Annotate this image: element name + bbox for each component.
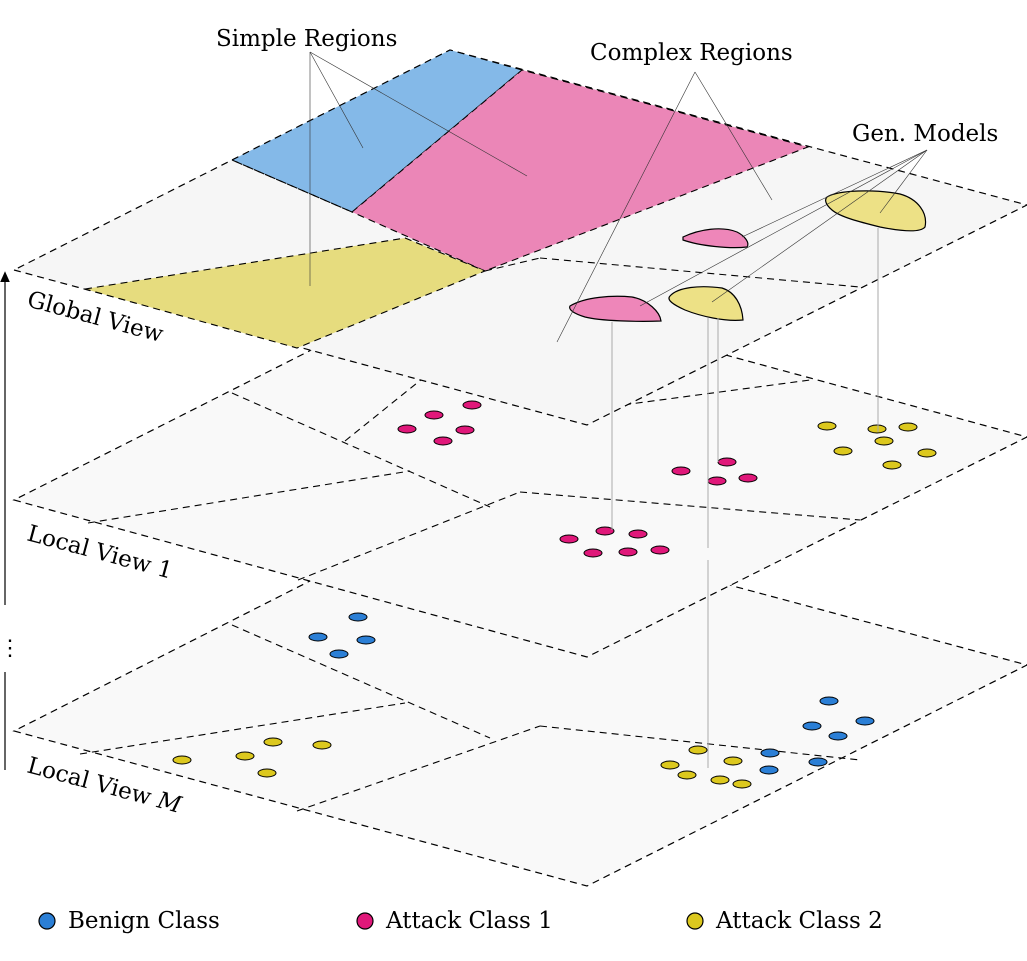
- attack2-point: [263, 737, 283, 747]
- local-view-m-plane: [12, 509, 1027, 887]
- complex-region-pink: [350, 69, 810, 272]
- projection-lines: [611, 228, 879, 768]
- attack2-point: [257, 768, 277, 778]
- global-view-plane: [12, 49, 1027, 426]
- legend-label-benign: Benign Class: [68, 908, 220, 934]
- benign-point: [855, 716, 875, 726]
- simple-regions-label: Simple Regions: [216, 26, 397, 52]
- benign-point: [308, 632, 328, 642]
- attack1-point: [462, 400, 482, 410]
- attack2-point: [874, 436, 894, 446]
- benign-point: [348, 612, 368, 622]
- benign-point: [760, 748, 780, 758]
- attack1-point: [397, 424, 417, 434]
- attack2-point: [235, 751, 255, 761]
- legend: Benign Class Attack Class 1 Attack Class…: [38, 908, 883, 934]
- legend-marker-benign: [38, 912, 56, 930]
- attack2-point: [882, 460, 902, 470]
- complex-regions-label: Complex Regions: [590, 40, 793, 66]
- attack1-point: [717, 457, 737, 467]
- attack1-point: [707, 476, 727, 486]
- attack2-point: [688, 745, 708, 755]
- attack2-point: [312, 740, 332, 750]
- legend-item-benign: Benign Class: [38, 908, 220, 934]
- legend-item-attack2: Attack Class 2: [686, 908, 883, 934]
- attack2-point: [677, 770, 697, 780]
- attack1-point: [583, 548, 603, 558]
- benign-point: [828, 731, 848, 741]
- benign-point: [329, 649, 349, 659]
- attack2-point: [710, 775, 730, 785]
- attack2-point: [817, 421, 837, 431]
- attack1-point: [424, 410, 444, 420]
- attack2-point: [660, 760, 680, 770]
- attack2-point: [732, 779, 752, 789]
- benign-point: [759, 765, 779, 775]
- attack2-point: [898, 422, 918, 432]
- view-ellipsis: ⋮: [0, 636, 21, 661]
- benign-point: [819, 696, 839, 706]
- legend-label-attack2: Attack Class 2: [715, 908, 883, 934]
- attack1-point: [650, 545, 670, 555]
- attack1-point: [595, 526, 615, 536]
- attack2-point: [917, 448, 937, 458]
- attack1-point: [618, 547, 638, 557]
- legend-marker-attack1: [356, 912, 374, 930]
- benign-point: [356, 635, 376, 645]
- attack1-point: [738, 473, 758, 483]
- gen-models-label: Gen. Models: [852, 121, 998, 147]
- attack2-point: [172, 755, 192, 765]
- annotation-leaders: [309, 51, 928, 343]
- attack1-point: [628, 529, 648, 539]
- legend-label-attack1: Attack Class 1: [385, 908, 553, 934]
- gen-model-yellow-2: [825, 190, 927, 232]
- view-stack-arrow: ⋮: [0, 271, 21, 770]
- local-view-1-plane: [12, 279, 1027, 658]
- gen-model-yellow-1: [668, 286, 744, 321]
- attack1-point: [559, 534, 579, 544]
- gen-model-pink-2: [569, 295, 662, 322]
- attack2-point: [723, 756, 743, 766]
- local-view-m-points: [172, 612, 875, 789]
- attack1-point: [671, 466, 691, 476]
- generative-models: [569, 190, 927, 322]
- legend-marker-attack2: [686, 912, 704, 930]
- attack2-point: [833, 446, 853, 456]
- legend-item-attack1: Attack Class 1: [356, 908, 553, 934]
- benign-point: [802, 721, 822, 731]
- gen-model-pink-1: [682, 228, 749, 249]
- attack1-point: [433, 436, 453, 446]
- attack1-point: [455, 425, 475, 435]
- attack2-point: [867, 424, 887, 434]
- benign-point: [808, 757, 828, 767]
- local-view-1-points: [397, 400, 937, 558]
